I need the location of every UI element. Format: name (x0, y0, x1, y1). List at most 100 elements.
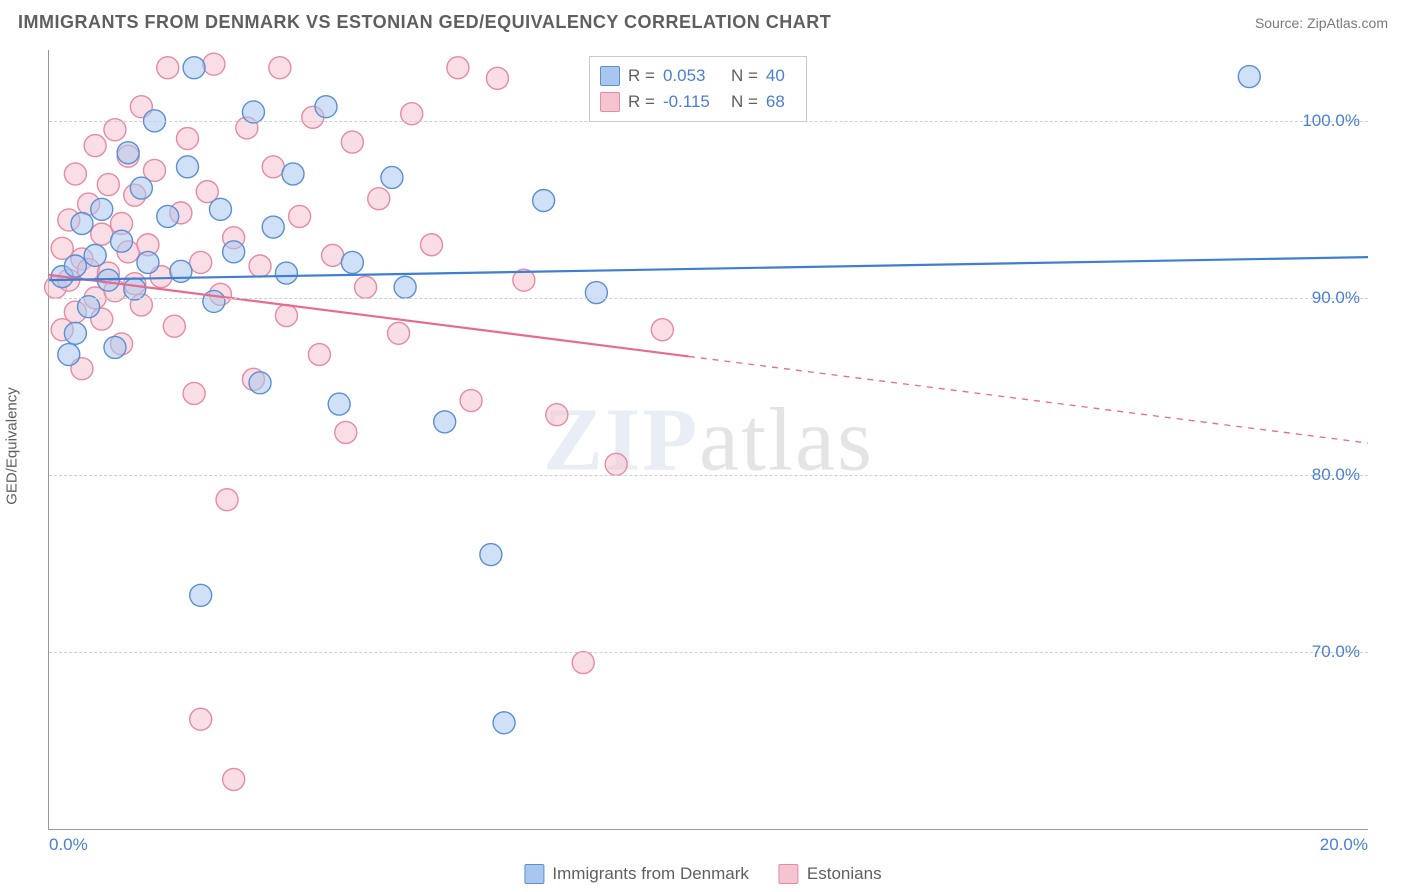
scatter-point (91, 198, 113, 220)
x-tick-label: 20.0% (1320, 835, 1368, 855)
scatter-point (486, 67, 508, 89)
legend-N-label: N = (731, 92, 758, 112)
scatter-point (289, 205, 311, 227)
scatter-point (262, 156, 284, 178)
scatter-point (163, 315, 185, 337)
y-axis-label: GED/Equivalency (4, 387, 21, 505)
scatter-point (585, 282, 607, 304)
scatter-point (605, 453, 627, 475)
scatter-point (64, 163, 86, 185)
legend-N-value: 40 (766, 66, 796, 86)
scatter-point (176, 156, 198, 178)
scatter-point (71, 213, 93, 235)
scatter-point (64, 322, 86, 344)
scatter-point (157, 57, 179, 79)
scatter-point (368, 188, 390, 210)
scatter-point (341, 251, 363, 273)
legend-R-value: -0.115 (663, 92, 723, 112)
legend-swatch (600, 66, 620, 86)
y-tick-label: 100.0% (1302, 111, 1360, 131)
scatter-point (460, 390, 482, 412)
scatter-point (223, 241, 245, 263)
scatter-point (269, 57, 291, 79)
legend-N-label: N = (731, 66, 758, 86)
scatter-point (58, 344, 80, 366)
scatter-point (421, 234, 443, 256)
scatter-point (249, 372, 271, 394)
scatter-point (480, 544, 502, 566)
series-legend-label: Immigrants from Denmark (552, 864, 748, 884)
legend-R-label: R = (628, 92, 655, 112)
scatter-point (308, 344, 330, 366)
scatter-point (84, 135, 106, 157)
scatter-point (434, 411, 456, 433)
scatter-svg (49, 50, 1368, 829)
scatter-point (341, 131, 363, 153)
scatter-point (209, 198, 231, 220)
scatter-point (394, 276, 416, 298)
scatter-point (137, 251, 159, 273)
legend-swatch (524, 864, 544, 884)
scatter-point (223, 768, 245, 790)
scatter-point (335, 421, 357, 443)
scatter-point (328, 393, 350, 415)
scatter-point (190, 251, 212, 273)
title-bar: IMMIGRANTS FROM DENMARK VS ESTONIAN GED/… (18, 12, 1388, 33)
series-legend-label: Estonians (807, 864, 882, 884)
scatter-point (651, 319, 673, 341)
scatter-point (84, 244, 106, 266)
gridline (49, 298, 1368, 299)
scatter-point (183, 382, 205, 404)
scatter-point (381, 166, 403, 188)
scatter-point (282, 163, 304, 185)
stats-legend: R = 0.053 N = 40 R = -0.115 N = 68 (589, 56, 807, 122)
y-tick-label: 70.0% (1312, 642, 1360, 662)
gridline (49, 652, 1368, 653)
scatter-point (64, 255, 86, 277)
scatter-point (1238, 66, 1260, 88)
scatter-point (104, 336, 126, 358)
scatter-point (183, 57, 205, 79)
trend-line-extrapolated (689, 356, 1368, 443)
scatter-point (78, 296, 100, 318)
scatter-point (97, 174, 119, 196)
scatter-point (275, 262, 297, 284)
series-legend-item: Estonians (779, 864, 882, 884)
legend-R-value: 0.053 (663, 66, 723, 86)
scatter-point (242, 101, 264, 123)
series-legend-item: Immigrants from Denmark (524, 864, 748, 884)
scatter-point (355, 276, 377, 298)
scatter-point (216, 489, 238, 511)
stats-legend-row: R = -0.115 N = 68 (600, 89, 796, 115)
scatter-point (124, 278, 146, 300)
scatter-point (388, 322, 410, 344)
scatter-point (533, 189, 555, 211)
scatter-point (190, 708, 212, 730)
scatter-point (493, 712, 515, 734)
scatter-point (91, 223, 113, 245)
legend-N-value: 68 (766, 92, 796, 112)
legend-swatch (779, 864, 799, 884)
scatter-point (546, 404, 568, 426)
x-tick-label: 0.0% (49, 835, 88, 855)
scatter-point (203, 290, 225, 312)
scatter-point (111, 230, 133, 252)
scatter-point (572, 652, 594, 674)
scatter-point (117, 142, 139, 164)
scatter-point (262, 216, 284, 238)
legend-R-label: R = (628, 66, 655, 86)
y-tick-label: 80.0% (1312, 465, 1360, 485)
series-legend: Immigrants from Denmark Estonians (524, 864, 881, 884)
chart-plot-area: ZIPatlas R =0.053N =40R =-0.115N =68 70.… (48, 50, 1368, 830)
scatter-point (157, 205, 179, 227)
stats-legend-row: R = 0.053 N = 40 (600, 63, 796, 89)
source-label: Source: ZipAtlas.com (1255, 15, 1388, 31)
gridline (49, 475, 1368, 476)
scatter-point (249, 255, 271, 277)
scatter-point (190, 584, 212, 606)
scatter-point (203, 53, 225, 75)
scatter-point (130, 177, 152, 199)
chart-title: IMMIGRANTS FROM DENMARK VS ESTONIAN GED/… (18, 12, 831, 33)
trend-line (49, 257, 1368, 280)
legend-swatch (600, 92, 620, 112)
